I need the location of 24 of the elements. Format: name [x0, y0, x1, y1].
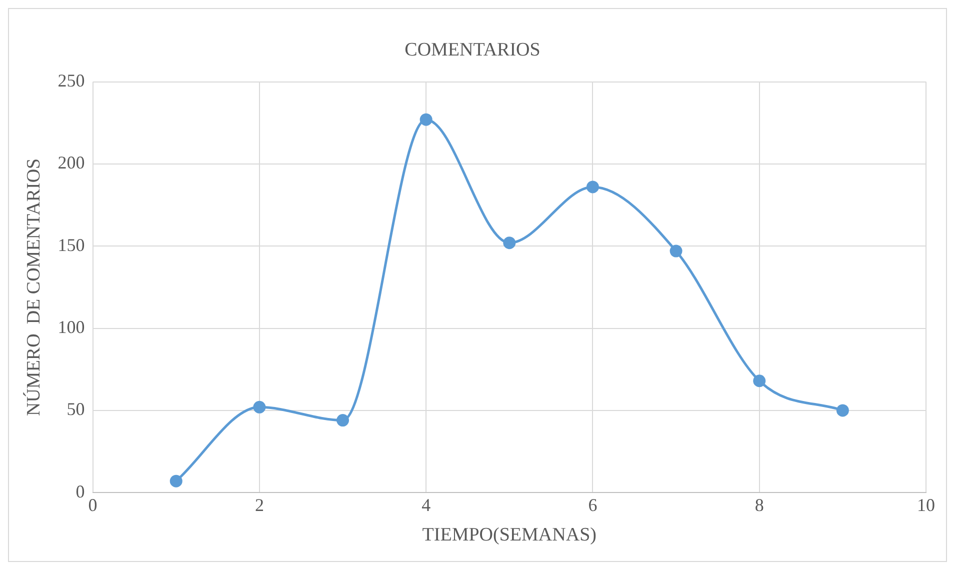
y-tick-label: 250 [58, 70, 85, 91]
x-tick-label: 0 [88, 495, 98, 516]
point [753, 374, 766, 388]
x-tick-label: 2 [254, 495, 264, 516]
point [503, 236, 516, 250]
point [670, 244, 682, 258]
y-tick-label: 150 [58, 234, 85, 255]
point [336, 414, 350, 427]
x-tick-label: 10 [917, 495, 935, 516]
y-tick-label: 100 [58, 317, 85, 338]
point [170, 474, 182, 488]
point [586, 180, 599, 194]
y-tick-label: 50 [66, 399, 85, 420]
point [253, 400, 266, 414]
x-tick-label: 4 [422, 495, 431, 516]
x-axis-title: TIEMPO(SEMANAS) [422, 524, 596, 546]
x-tick-label: 8 [754, 495, 764, 516]
chart-title: COMENTARIOS [404, 39, 540, 60]
point [836, 404, 849, 417]
y-tick-label: 0 [76, 481, 85, 502]
y-axis-title: NÚMERO DE COMENTARIOS [22, 158, 44, 416]
x-tick-label: 6 [588, 495, 598, 516]
point [420, 113, 432, 126]
y-tick-label: 200 [58, 152, 85, 173]
